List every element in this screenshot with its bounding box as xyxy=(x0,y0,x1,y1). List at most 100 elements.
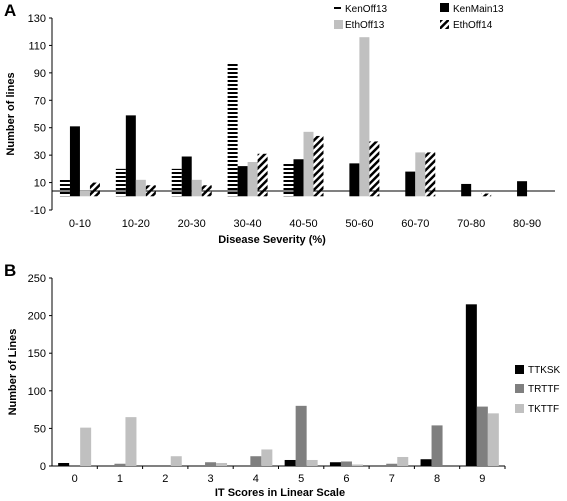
bar-kenmain13-10-20 xyxy=(125,115,136,197)
legend-label-ttksk: TTKSK xyxy=(528,365,561,376)
panel-b-x-tick-label: 2 xyxy=(162,473,168,485)
panel-a-y-tick-label: 50 xyxy=(34,123,46,135)
bar-ethoff13-20-30 xyxy=(191,179,202,197)
panel-b-x-tick-label: 6 xyxy=(343,473,349,485)
panel-b-x-tick-label: 5 xyxy=(298,473,304,485)
legend-swatch-ethoff14 xyxy=(440,20,449,29)
bar-ethoff14-20-30 xyxy=(201,185,212,197)
bar-ethoff14-10-20 xyxy=(145,185,156,197)
bar-tkttf-9 xyxy=(487,413,499,466)
legend-swatch-ethoff13 xyxy=(334,20,343,29)
bar-ethoff14-40-50 xyxy=(313,135,324,197)
panel-a: A -10 10 30 50 70 90 110 130 0-10 10-20 20-30 30-4… xyxy=(4,1,555,246)
panel-b-label: B xyxy=(4,261,16,280)
panel-a-x-label: Disease Severity (%) xyxy=(218,234,326,246)
panel-b-y-tick-label: 200 xyxy=(28,311,46,323)
legend-label-kenmain13: KenMain13 xyxy=(453,4,504,15)
bar-kenmain13-30-40 xyxy=(237,166,248,197)
legend-swatch-kenoff13 xyxy=(334,7,341,9)
bar-ethoff13-30-40 xyxy=(247,162,258,197)
panel-b: B 0 50 100 150 200 250 0 1 2 3 4 5 6 7 8 9 Number of L… xyxy=(4,261,561,499)
panel-a-label: A xyxy=(4,1,16,20)
bar-tkttf-5 xyxy=(306,459,318,466)
bar-tkttf-7 xyxy=(397,456,409,466)
panel-a-x-tick-label: 40-50 xyxy=(289,218,317,230)
panel-a-y-tick-label: 70 xyxy=(34,95,46,107)
bar-ethoff14-60-70 xyxy=(425,152,436,197)
legend-swatch-ttksk xyxy=(515,365,524,374)
bar-ttksk-9 xyxy=(465,304,477,466)
bar-ethoff13-10-20 xyxy=(135,179,146,197)
bar-tkttf-3 xyxy=(216,462,228,466)
panel-b-x-tick-label: 0 xyxy=(72,473,78,485)
bar-kenmain13-20-30 xyxy=(181,156,192,197)
panel-a-x-tick-label: 60-70 xyxy=(401,218,429,230)
bar-trttf-9 xyxy=(476,406,488,466)
bar-trttf-3 xyxy=(205,462,217,466)
panel-a-x-tick-label: 20-30 xyxy=(178,218,206,230)
panel-a-x-tick-label: 30-40 xyxy=(234,218,262,230)
panel-a-y-tick-label: -10 xyxy=(30,205,46,217)
bar-ethoff13-40-50 xyxy=(303,131,314,197)
panel-a-y-tick-label: 130 xyxy=(28,13,46,25)
panel-a-y-tick-label: 90 xyxy=(34,68,46,80)
panel-a-y-tick-label: 10 xyxy=(34,178,46,190)
legend-label-trttf: TRTTF xyxy=(528,384,559,395)
bar-kenmain13-80-90 xyxy=(517,181,528,197)
panel-a-y-label: Number of lines xyxy=(5,72,17,155)
bar-trttf-8 xyxy=(431,425,443,466)
panel-a-y-tick-label: 110 xyxy=(28,40,46,52)
panel-a-x-tick-label: 70-80 xyxy=(457,218,485,230)
legend-label-kenoff13: KenOff13 xyxy=(345,4,388,15)
panel-a-legend: KenOff13 KenMain13 EthOff13 EthOff14 xyxy=(334,3,504,31)
legend-swatch-trttf xyxy=(515,384,524,393)
bar-kenoff13-30-40 xyxy=(227,63,238,197)
panel-b-x-label: IT Scores in Linear Scale xyxy=(215,487,345,499)
bar-tkttf-4 xyxy=(261,449,273,466)
panel-a-x-tick-label: 10-20 xyxy=(122,218,150,230)
legend-swatch-kenmain13 xyxy=(440,3,449,12)
panel-b-x-tick-label: 9 xyxy=(479,473,485,485)
panel-b-y-tick-label: 100 xyxy=(28,386,46,398)
bar-tkttf-0 xyxy=(80,427,92,466)
bar-ttksk-6 xyxy=(329,462,341,466)
bar-trttf-6 xyxy=(340,461,352,466)
bar-ethoff14-30-40 xyxy=(257,153,268,197)
panel-b-y-label: Number of Lines xyxy=(7,329,19,416)
bar-kenmain13-50-60 xyxy=(349,163,360,197)
bar-ttksk-8 xyxy=(420,459,432,466)
bar-ttksk-5 xyxy=(284,459,296,466)
panel-b-x-tick-label: 1 xyxy=(117,473,123,485)
bar-ethoff14-0-10 xyxy=(89,182,100,197)
panel-b-y-tick-label: 50 xyxy=(34,423,46,435)
bar-trttf-1 xyxy=(114,463,126,466)
bar-kenoff13-40-50 xyxy=(283,162,294,197)
bar-tkttf-6 xyxy=(351,464,363,466)
bar-kenoff13-20-30 xyxy=(171,168,182,197)
bar-ethoff13-50-60 xyxy=(359,37,370,197)
bar-kenoff13-10-20 xyxy=(115,168,126,197)
bar-kenmain13-0-10 xyxy=(69,126,80,197)
bar-ethoff14-50-60 xyxy=(369,141,380,197)
bar-trttf-5 xyxy=(295,405,307,466)
bar-tkttf-2 xyxy=(170,456,182,466)
panel-b-y-tick-label: 150 xyxy=(28,348,46,360)
bar-tkttf-1 xyxy=(125,417,137,466)
panel-a-y-tick-label: 30 xyxy=(34,150,46,162)
panel-b-x-tick-label: 8 xyxy=(434,473,440,485)
bar-trttf-4 xyxy=(250,456,262,466)
bar-ethoff13-0-10 xyxy=(79,190,90,197)
bar-kenmain13-60-70 xyxy=(405,171,416,197)
legend-label-tkttf: TKTTF xyxy=(528,404,559,415)
bar-ethoff13-60-70 xyxy=(415,152,426,197)
bar-kenoff13-0-10 xyxy=(59,179,70,197)
bar-kenmain13-70-80 xyxy=(461,183,472,197)
panel-b-y-tick-label: 0 xyxy=(40,461,46,473)
legend-label-ethoff14: EthOff14 xyxy=(453,20,493,31)
panel-a-x-tick-label: 50-60 xyxy=(345,218,373,230)
bar-ttksk-0 xyxy=(58,462,70,466)
panel-b-legend: TTKSK TRTTF TKTTF xyxy=(515,365,561,415)
panel-b-x-tick-label: 4 xyxy=(253,473,259,485)
panel-b-x-tick-label: 7 xyxy=(389,473,395,485)
